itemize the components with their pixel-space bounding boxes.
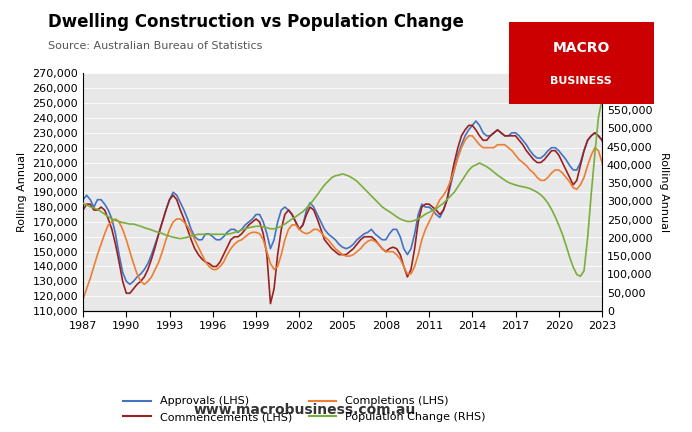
Text: www.macrobusiness.com.au: www.macrobusiness.com.au: [193, 403, 416, 417]
Text: MACRO: MACRO: [553, 41, 610, 55]
Y-axis label: Rolling Annual: Rolling Annual: [659, 152, 669, 232]
Legend: Approvals (LHS), Commencements (LHS), Completions (LHS), Population Change (RHS): Approvals (LHS), Commencements (LHS), Co…: [118, 392, 491, 426]
Text: Source: Australian Bureau of Statistics: Source: Australian Bureau of Statistics: [48, 41, 263, 51]
Text: BUSINESS: BUSINESS: [550, 76, 612, 86]
Y-axis label: Rolling Annual: Rolling Annual: [17, 152, 27, 232]
Text: Dwelling Construction vs Population Change: Dwelling Construction vs Population Chan…: [48, 13, 464, 31]
